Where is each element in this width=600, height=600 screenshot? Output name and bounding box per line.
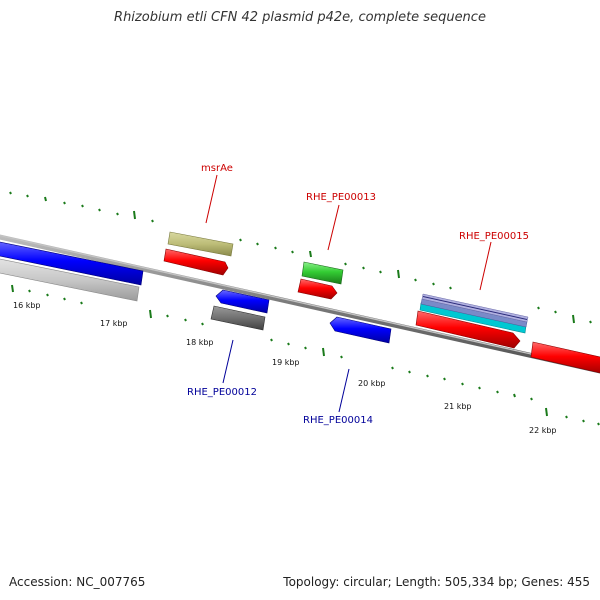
scale-label-17kbp: 17 kbp — [100, 319, 128, 328]
reverse-gene-rhe12[interactable] — [215, 289, 270, 314]
scale-label-21kbp: 21 kbp — [444, 402, 472, 411]
leader-line-rhe14 — [338, 368, 350, 413]
forward-gene-right-edge[interactable] — [530, 341, 600, 374]
backbone-highlight — [0, 234, 600, 371]
scale-label-20kbp: 20 kbp — [358, 379, 386, 388]
forward-gene-msrAe[interactable] — [163, 248, 229, 276]
forward-feature-msrAe-olive[interactable] — [167, 231, 234, 257]
scale-label-16kbp: 16 kbp — [13, 301, 41, 310]
plasmid-backbone — [0, 234, 600, 374]
leader-line-msrAe — [205, 174, 218, 224]
leader-line-rhe15 — [479, 241, 492, 291]
forward-gene-rhe13[interactable] — [297, 278, 338, 300]
scale-label-18kbp: 18 kbp — [186, 338, 214, 347]
forward-feature-rhe15-stacked[interactable] — [419, 293, 529, 334]
reverse-gene-rhe14[interactable] — [329, 316, 392, 344]
leader-line-rhe12 — [222, 339, 234, 384]
forward-feature-rhe13-green[interactable] — [301, 261, 344, 285]
outer-tick-row — [9, 191, 592, 324]
scale-label-22kbp: 22 kbp — [529, 426, 557, 435]
gene-label-rhe-pe00015[interactable]: RHE_PE00015 — [459, 231, 529, 242]
forward-gene-rhe15[interactable] — [415, 310, 521, 349]
gene-label-rhe-pe00013[interactable]: RHE_PE00013 — [306, 192, 376, 203]
accession-text: Accession: NC_007765 — [9, 575, 146, 589]
inner-tick-row — [11, 284, 600, 426]
map-title: Rhizobium etli CFN 42 plasmid p42e, comp… — [114, 10, 486, 25]
gene-label-msrAe[interactable]: msrAe — [201, 163, 233, 174]
reverse-feature-rhe12-gray[interactable] — [210, 305, 266, 331]
gene-label-rhe-pe00012[interactable]: RHE_PE00012 — [187, 387, 257, 398]
sequence-summary: Topology: circular; Length: 505,334 bp; … — [283, 575, 590, 589]
gene-label-rhe-pe00014[interactable]: RHE_PE00014 — [303, 415, 373, 426]
scale-label-19kbp: 19 kbp — [272, 358, 300, 367]
leader-line-rhe13 — [327, 204, 340, 251]
forward-gene-left-blue[interactable] — [0, 241, 144, 286]
reverse-feature-left-gray[interactable] — [0, 258, 140, 302]
